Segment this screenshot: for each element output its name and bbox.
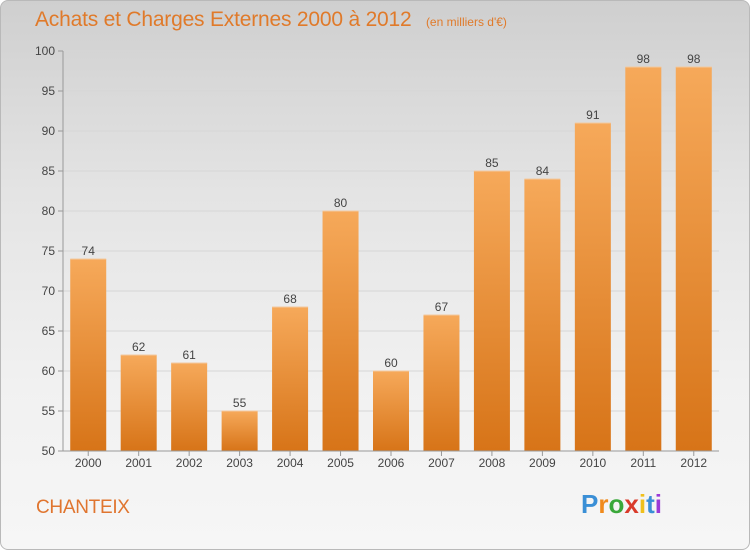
bar: [171, 363, 208, 451]
data-label: 68: [283, 292, 297, 306]
chart-header: Achats et Charges Externes 2000 à 2012 (…: [35, 8, 507, 32]
logo-letter: i: [638, 489, 647, 519]
logo-letter: t: [646, 489, 655, 519]
data-label: 60: [384, 356, 398, 370]
data-label: 74: [82, 244, 96, 258]
x-tick-label: 2011: [630, 456, 656, 470]
data-label: 67: [435, 300, 449, 314]
x-tick-label: 2001: [125, 456, 152, 470]
x-tick-label: 2004: [277, 456, 304, 470]
data-label: 61: [182, 348, 196, 362]
y-tick-label: 95: [42, 84, 56, 98]
x-tick-label: 2006: [378, 456, 405, 470]
x-tick-label: 2007: [428, 456, 455, 470]
x-tick-label: 2010: [579, 456, 606, 470]
data-label: 84: [536, 164, 550, 178]
bar: [524, 179, 561, 451]
y-tick-label: 75: [42, 244, 56, 258]
logo-letter: i: [654, 489, 662, 519]
x-tick-label: 2002: [176, 456, 203, 470]
x-tick-label: 2003: [226, 456, 253, 470]
data-label: 85: [485, 156, 499, 170]
bar: [574, 123, 611, 451]
x-tick-label: 2005: [327, 456, 354, 470]
bar: [625, 67, 662, 451]
data-label: 91: [586, 108, 600, 122]
y-tick-label: 100: [35, 44, 55, 58]
bar: [373, 371, 409, 451]
data-label: 98: [687, 52, 701, 66]
x-tick-label: 2000: [75, 456, 102, 470]
chart-unit: (en milliers d'€): [425, 15, 507, 29]
commune-name: CHANTEIX: [36, 497, 130, 518]
logo-letter: x: [624, 489, 639, 519]
bar: [473, 171, 510, 451]
y-tick-label: 60: [42, 364, 56, 378]
y-tick-label: 90: [42, 124, 56, 138]
logo-letter: r: [598, 489, 609, 519]
logo-letter: o: [608, 489, 625, 519]
y-tick-label: 70: [42, 284, 56, 298]
y-tick-label: 50: [42, 444, 56, 458]
y-tick-label: 80: [42, 204, 56, 218]
y-tick-label: 85: [42, 164, 56, 178]
data-label: 62: [132, 340, 146, 354]
bar: [70, 259, 107, 451]
bar: [322, 211, 359, 451]
x-tick-label: 2008: [479, 456, 506, 470]
chart-title: Achats et Charges Externes 2000 à 2012: [35, 8, 412, 31]
proxiti-logo: Proxiti: [581, 489, 662, 520]
bar: [221, 411, 258, 451]
y-tick-label: 65: [42, 324, 56, 338]
logo-letter: P: [581, 489, 599, 519]
data-label: 55: [233, 396, 247, 410]
x-tick-label: 2009: [529, 456, 556, 470]
data-label: 80: [334, 196, 348, 210]
x-tick-label: 2012: [680, 456, 707, 470]
bar: [120, 355, 157, 451]
data-label: 98: [637, 52, 651, 66]
bar: [423, 315, 460, 451]
bar: [675, 67, 712, 451]
y-tick-label: 55: [42, 404, 56, 418]
bar: [272, 307, 309, 451]
